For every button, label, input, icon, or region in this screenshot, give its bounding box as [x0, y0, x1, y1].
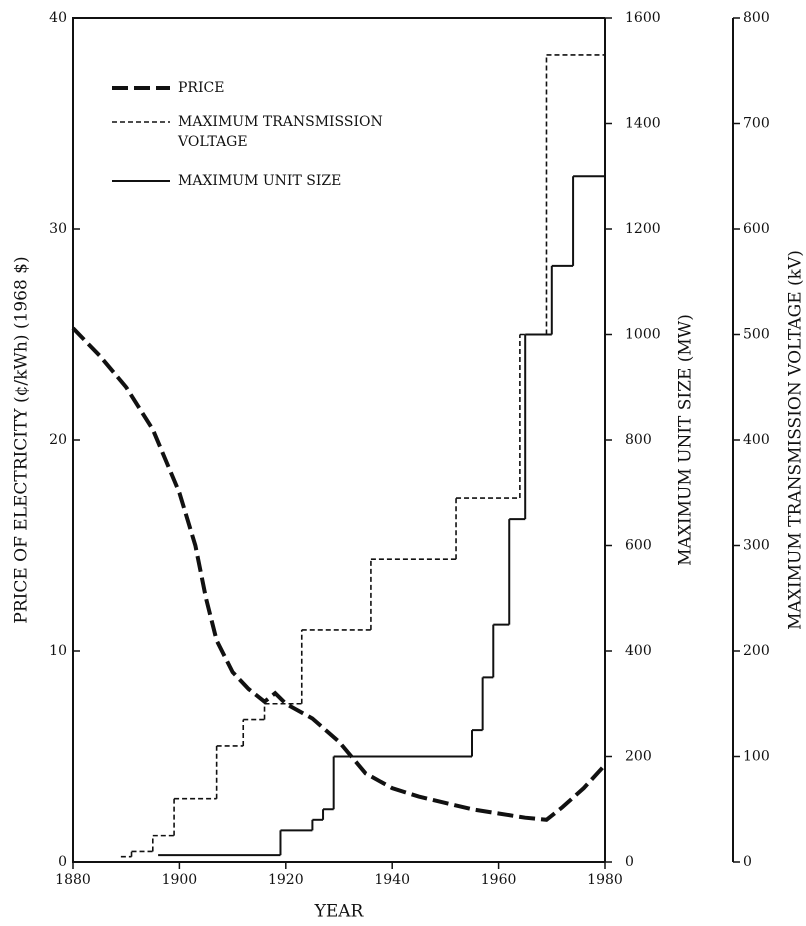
x-tick-label: 1900 — [162, 872, 198, 888]
y-tick-label: 0 — [58, 854, 67, 870]
y2-tick-label: 1200 — [625, 221, 661, 237]
y3-tick-label: 600 — [743, 221, 770, 237]
y2-tick-label: 800 — [625, 432, 652, 448]
x-tick-label: 1980 — [587, 872, 623, 888]
x-tick-label: 1960 — [481, 872, 517, 888]
y-tick-label: 20 — [49, 432, 67, 448]
y3-tick-label: 300 — [743, 538, 770, 554]
x-axis-label: YEAR — [314, 902, 365, 922]
y3-tick-label: 100 — [743, 749, 770, 765]
y2-axis-label: MAXIMUM UNIT SIZE (MW) — [676, 314, 696, 566]
y2-tick-label: 0 — [625, 854, 634, 870]
y2-tick-label: 400 — [625, 643, 652, 659]
y3-tick-label: 0 — [743, 854, 752, 870]
y3-tick-label: 500 — [743, 327, 770, 343]
y-tick-label: 10 — [49, 643, 67, 659]
y2-tick-label: 200 — [625, 749, 652, 765]
legend-label: MAXIMUM UNIT SIZE — [178, 173, 342, 189]
legend-label: MAXIMUM TRANSMISSION VOLTAGE — [178, 114, 383, 150]
x-tick-label: 1920 — [268, 872, 304, 888]
y3-tick-label: 800 — [743, 10, 770, 26]
x-tick-label: 1880 — [55, 872, 91, 888]
legend-label: PRICE — [178, 80, 225, 96]
x-tick-label: 1940 — [374, 872, 410, 888]
y3-tick-label: 200 — [743, 643, 770, 659]
price-line — [71, 326, 607, 822]
y2-tick-label: 1000 — [625, 327, 661, 343]
y2-tick-label: 1400 — [625, 116, 661, 132]
y3-axis-label: MAXIMUM TRANSMISSION VOLTAGE (kV) — [786, 250, 806, 630]
y3-tick-label: 400 — [743, 432, 770, 448]
y2-tick-label: 1600 — [625, 10, 661, 26]
y-tick-label: 30 — [49, 221, 67, 237]
y-tick-label: 40 — [49, 10, 67, 26]
y-axis-label: PRICE OF ELECTRICITY (¢/kWh) (1968 $) — [12, 256, 32, 623]
y3-tick-label: 700 — [743, 116, 770, 132]
y2-tick-label: 600 — [625, 538, 652, 554]
